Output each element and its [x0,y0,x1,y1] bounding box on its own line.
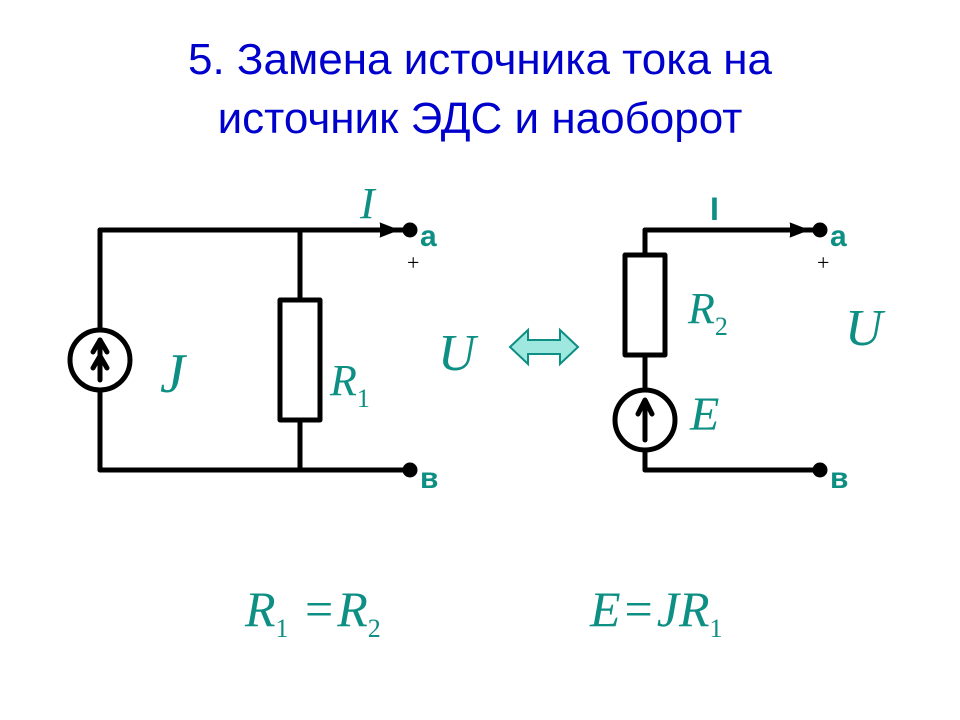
right-circuit [615,223,825,475]
eq1-op: = [301,581,337,637]
circuit-canvas: J R1 I U а в + R2 E I U [0,0,960,720]
equation-2: E=JR1 [590,580,723,644]
label-U-left: U [438,325,479,382]
terminal-b-right: в [830,462,848,495]
label-E: E [689,388,719,441]
terminal-a-right: а [830,220,847,253]
equivalence-arrow [510,330,578,364]
eq2-j: J [657,581,679,637]
terminal-b-left: в [420,462,438,495]
eq1-lhs-sub: 1 [276,614,289,643]
label-R1: R1 [329,356,370,413]
label-I-right: I [710,191,719,227]
eq1-lhs: R [245,581,276,637]
eq2-r: R [679,581,710,637]
eq2-sub: 1 [710,614,723,643]
eq1-rhs: R [337,581,368,637]
eq1-rhs-sub: 2 [368,614,381,643]
plus-left: + [407,250,419,275]
label-U-right: U [845,300,886,357]
right-labels: R2 E I U а в + [687,191,886,495]
eq2-lhs: E [590,581,621,637]
left-circuit [70,223,415,475]
label-J: J [160,343,188,405]
terminal-a-left: а [420,220,437,253]
equation-1: R1 =R2 [245,580,381,644]
plus-right: + [817,250,829,275]
eq2-op: = [621,581,657,637]
label-R2: R2 [687,284,728,341]
label-I-left: I [359,179,377,228]
